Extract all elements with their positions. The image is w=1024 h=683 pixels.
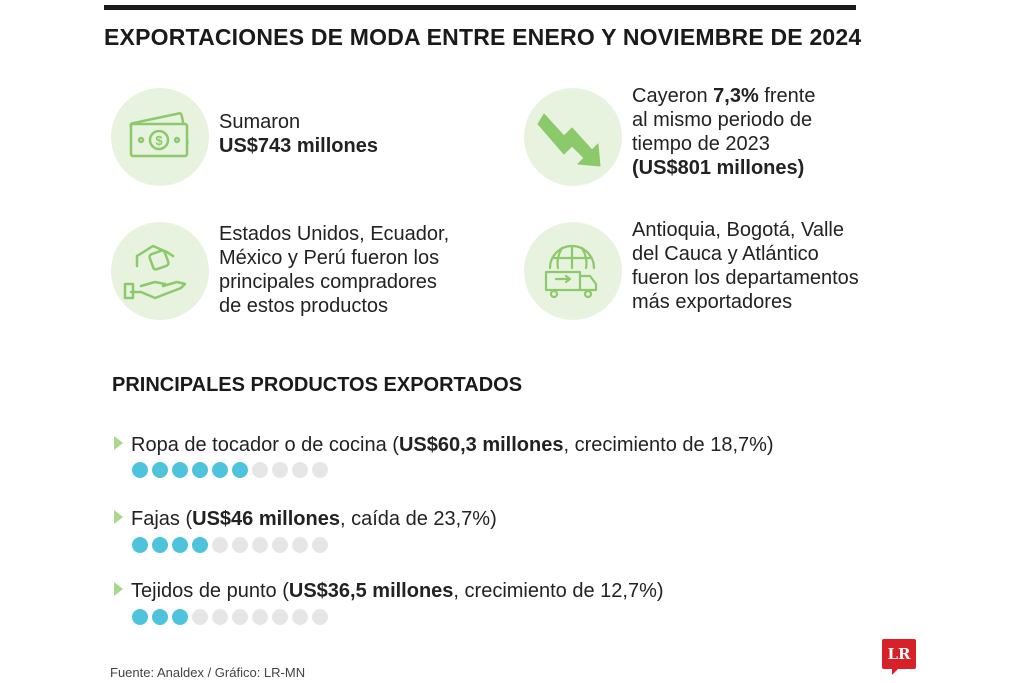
product-label: Fajas ( — [131, 508, 193, 530]
hands-exchange-money-icon — [111, 222, 209, 320]
page-title: EXPORTACIONES DE MODA ENTRE ENERO Y NOVI… — [104, 24, 862, 50]
filled-dot — [172, 609, 188, 625]
empty-dot — [212, 609, 228, 625]
filled-dot — [172, 537, 188, 553]
filled-dot — [192, 462, 208, 478]
section-title: PRINCIPALES PRODUCTOS EXPORTADOS — [112, 374, 523, 396]
filled-dot — [192, 537, 208, 553]
empty-dot — [292, 537, 308, 553]
empty-dot — [272, 537, 288, 553]
product-change: , crecimiento de 12,7%) — [453, 580, 664, 602]
filled-dot — [212, 462, 228, 478]
empty-dot — [252, 609, 268, 625]
svg-text:$: $ — [155, 133, 163, 148]
trend-down-arrow-icon — [524, 88, 622, 186]
filled-dot — [152, 537, 168, 553]
empty-dot — [292, 462, 308, 478]
caret-right-icon — [114, 436, 123, 450]
product-value: US$46 millones — [192, 508, 340, 530]
product-value: US$36,5 millones — [288, 580, 454, 602]
stat-buyers-line2: México y Perú fueron los — [219, 247, 440, 269]
stat-total: Sumaron US$743 millones — [219, 110, 378, 158]
stat-drop-previous-value: (US$801 millones) — [632, 157, 805, 179]
caret-right-icon — [114, 510, 123, 524]
filled-dot — [232, 462, 248, 478]
empty-dot — [192, 609, 208, 625]
stat-buyers-line3: principales compradores — [219, 271, 437, 293]
empty-dot — [232, 609, 248, 625]
empty-dot — [252, 537, 268, 553]
product-label: Ropa de tocador o de cocina ( — [131, 434, 399, 456]
product-item: Tejidos de punto (US$36,5 millones, crec… — [114, 579, 664, 603]
empty-dot — [292, 609, 308, 625]
product-dot-rating — [132, 462, 328, 478]
top-rule — [104, 5, 856, 10]
product-item: Ropa de tocador o de cocina (US$60,3 mil… — [114, 433, 774, 457]
filled-dot — [152, 462, 168, 478]
filled-dot — [132, 462, 148, 478]
stat-drop-pre: Cayeron — [632, 85, 714, 107]
empty-dot — [232, 537, 248, 553]
stat-total-value: US$743 millones — [219, 135, 378, 157]
empty-dot — [272, 462, 288, 478]
stat-buyers-line4: de estos productos — [219, 295, 388, 317]
caret-right-icon — [114, 582, 123, 596]
stat-drop-post: frente — [758, 85, 816, 107]
money-bill-icon: $ — [111, 88, 209, 186]
filled-dot — [172, 462, 188, 478]
product-item: Fajas (US$46 millones, caída de 23,7%) — [114, 507, 497, 531]
empty-dot — [272, 609, 288, 625]
product-label: Tejidos de punto ( — [131, 580, 289, 602]
stat-buyers-line1: Estados Unidos, Ecuador, — [219, 223, 450, 245]
globe-truck-icon — [524, 222, 622, 320]
product-dot-rating — [132, 537, 328, 553]
empty-dot — [312, 609, 328, 625]
source-footer: Fuente: Analdex / Gráfico: LR-MN — [110, 665, 306, 680]
lr-logo: LR — [882, 639, 916, 675]
filled-dot — [132, 609, 148, 625]
product-value: US$60,3 millones — [398, 434, 564, 456]
stat-drop-line2: al mismo periodo de — [632, 109, 813, 131]
empty-dot — [252, 462, 268, 478]
stat-regions-line4: más exportadores — [632, 291, 793, 313]
filled-dot — [152, 609, 168, 625]
stat-regions-line3: fueron los departamentos — [632, 267, 859, 289]
stat-regions-line2: del Cauca y Atlántico — [632, 243, 819, 265]
product-change: , crecimiento de 18,7%) — [563, 434, 774, 456]
stat-drop-percent: 7,3% — [713, 85, 759, 107]
stat-buyers: Estados Unidos, Ecuador, México y Perú f… — [219, 222, 449, 318]
product-change: , caída de 23,7%) — [339, 508, 497, 530]
filled-dot — [132, 537, 148, 553]
stat-regions-line1: Antioquia, Bogotá, Valle — [632, 219, 845, 241]
product-dot-rating — [132, 609, 328, 625]
stat-drop: Cayeron 7,3% frente al mismo periodo de … — [632, 84, 815, 180]
empty-dot — [312, 537, 328, 553]
empty-dot — [312, 462, 328, 478]
stat-drop-line3: tiempo de 2023 — [632, 133, 770, 155]
stat-regions: Antioquia, Bogotá, Valle del Cauca y Atl… — [632, 218, 859, 314]
stat-total-line1: Sumaron — [219, 111, 301, 133]
empty-dot — [212, 537, 228, 553]
